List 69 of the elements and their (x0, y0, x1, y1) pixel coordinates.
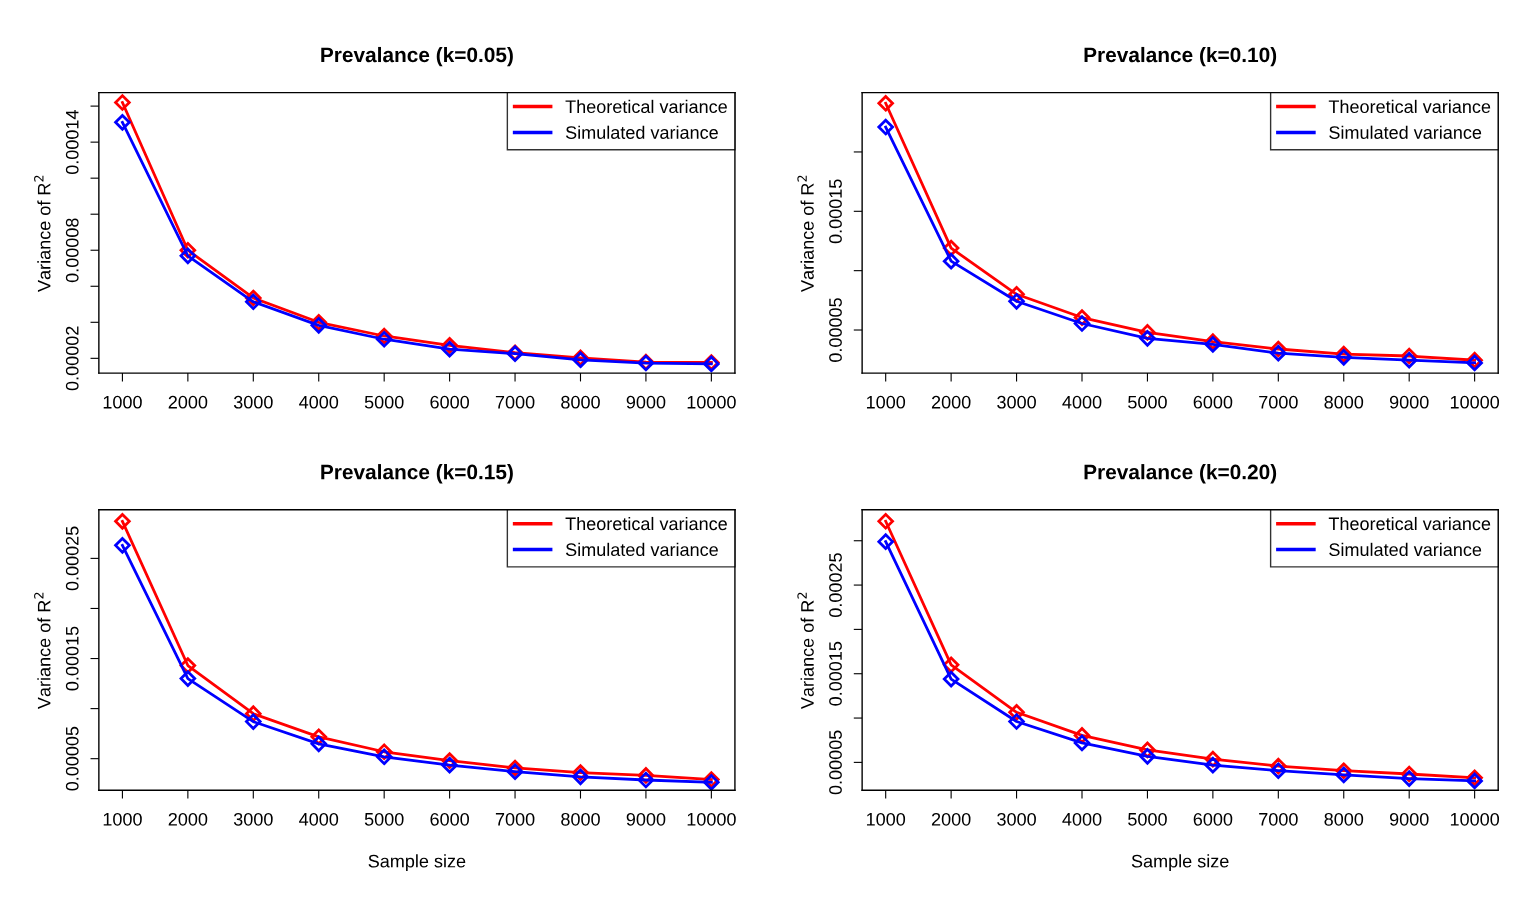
x-tick-label: 3000 (997, 812, 1036, 826)
x-tick-label: 4000 (1062, 395, 1102, 409)
legend-label: Simulated variance (565, 542, 718, 557)
x-tick-label: 5000 (1128, 812, 1167, 826)
chart-title: Prevalance (k=0.10) (1084, 46, 1277, 67)
y-tick-label: 0.00015 (65, 626, 79, 691)
x-tick-label: 9000 (1389, 812, 1429, 826)
legend-label: Simulated variance (565, 125, 718, 139)
legend-label: Simulated variance (1329, 542, 1482, 557)
x-tick-label: 10000 (687, 395, 736, 409)
x-tick-label: 3000 (997, 395, 1036, 409)
x-tick-label: 7000 (1259, 395, 1298, 409)
x-tick-label: 3000 (233, 395, 273, 409)
y-axis-title: Variance of R$^{2}$ (797, 592, 814, 710)
y-tick-label: 0.00025 (65, 526, 79, 591)
legend-label: Theoretical variance (565, 99, 727, 114)
x-tick-label: 9000 (626, 395, 666, 409)
x-tick-label: 2000 (931, 812, 971, 826)
x-tick-label: 8000 (561, 395, 600, 409)
x-tick-label: 5000 (364, 812, 404, 826)
y-axis-title: Variance of R$^{2}$ (34, 175, 51, 292)
x-tick-label: 10000 (1450, 812, 1500, 826)
x-tick-label: 6000 (1193, 812, 1233, 826)
x-tick-label: 4000 (299, 812, 339, 826)
x-axis-title: Sample size (1131, 854, 1229, 872)
x-tick-label: 1000 (866, 812, 906, 826)
y-tick-label: 0.00002 (65, 326, 79, 391)
y-axis-title: Variance of R$^{2}$ (797, 175, 814, 292)
x-tick-label: 9000 (626, 812, 666, 826)
x-tick-label: 5000 (1128, 395, 1167, 409)
x-tick-label: 2000 (168, 812, 208, 826)
x-tick-label: 1000 (103, 395, 142, 409)
x-tick-label: 6000 (430, 395, 469, 409)
x-tick-label: 10000 (1450, 395, 1500, 409)
chart-title: Prevalance (k=0.15) (321, 464, 513, 484)
x-tick-label: 5000 (364, 395, 404, 409)
x-tick-label: 6000 (430, 812, 469, 826)
x-tick-label: 7000 (1259, 812, 1298, 826)
x-tick-label: 1000 (103, 812, 142, 826)
y-tick-label: 0.00025 (829, 553, 842, 617)
y-tick-label: 0.00005 (829, 298, 842, 362)
x-tick-label: 2000 (931, 395, 971, 409)
x-axis-title: Sample size (368, 854, 466, 872)
y-tick-label: 0.00008 (65, 218, 79, 283)
legend-label: Theoretical variance (1328, 516, 1491, 531)
x-tick-label: 8000 (1324, 812, 1364, 826)
x-tick-label: 2000 (168, 395, 208, 409)
x-tick-label: 6000 (1193, 395, 1233, 409)
y-tick-label: 0.00015 (829, 179, 842, 244)
x-tick-label: 8000 (561, 812, 600, 826)
x-tick-label: 4000 (1062, 812, 1102, 826)
x-tick-label: 4000 (299, 395, 339, 409)
chart-title: Prevalance (k=0.20) (1084, 464, 1277, 484)
x-tick-label: 1000 (866, 395, 906, 409)
chart-title: Prevalance (k=0.05) (321, 46, 513, 67)
x-tick-label: 9000 (1389, 395, 1429, 409)
y-tick-label: 0.00005 (65, 726, 79, 791)
legend-label: Simulated variance (1329, 125, 1482, 139)
x-tick-label: 3000 (233, 812, 273, 826)
legend-label: Theoretical variance (565, 516, 727, 531)
x-tick-label: 8000 (1324, 395, 1364, 409)
legend-label: Theoretical variance (1328, 99, 1491, 114)
x-tick-label: 10000 (687, 812, 736, 826)
x-tick-label: 7000 (495, 812, 535, 826)
y-tick-label: 0.00015 (829, 641, 842, 706)
y-axis-title: Variance of R$^{2}$ (34, 592, 51, 710)
y-tick-label: 0.00014 (65, 110, 79, 175)
y-tick-label: 0.00005 (829, 730, 842, 795)
x-tick-label: 7000 (495, 395, 535, 409)
